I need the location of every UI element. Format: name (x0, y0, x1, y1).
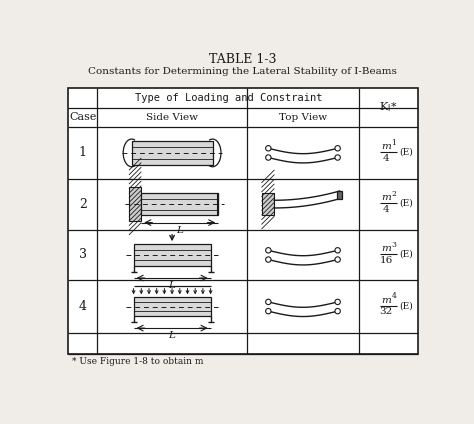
Circle shape (265, 155, 271, 160)
Circle shape (265, 308, 271, 314)
Text: L: L (176, 226, 183, 235)
Circle shape (335, 299, 340, 304)
Circle shape (335, 155, 340, 160)
Text: m: m (381, 296, 391, 305)
Text: L: L (169, 281, 175, 290)
Text: m: m (381, 244, 391, 253)
Text: L: L (169, 331, 175, 340)
Text: 2: 2 (79, 198, 87, 211)
Circle shape (265, 248, 271, 253)
Text: 4: 4 (392, 293, 396, 300)
Bar (141, 193, 219, 215)
Circle shape (265, 257, 271, 262)
Text: 1: 1 (392, 139, 396, 147)
Text: m: m (381, 142, 391, 151)
Bar (134, 297, 210, 316)
Circle shape (335, 308, 340, 314)
Text: Top View: Top View (279, 113, 327, 122)
Text: 2: 2 (392, 190, 396, 198)
Text: m: m (381, 193, 391, 202)
Text: Constants for Determining the Lateral Stability of I-Beams: Constants for Determining the Lateral St… (89, 67, 397, 76)
Text: 32: 32 (380, 307, 393, 316)
Text: * Use Figure 1-8 to obtain m: * Use Figure 1-8 to obtain m (72, 357, 203, 366)
Text: 3: 3 (392, 241, 397, 249)
Bar (134, 244, 210, 266)
Text: 4: 4 (383, 205, 390, 214)
Bar (337, 191, 342, 199)
Bar (262, 193, 274, 215)
Text: Side View: Side View (146, 113, 198, 122)
Bar (129, 187, 141, 221)
Circle shape (335, 257, 340, 262)
Text: (E): (E) (399, 250, 413, 259)
Text: 16: 16 (380, 256, 393, 265)
Circle shape (335, 248, 340, 253)
Text: (E): (E) (399, 148, 413, 156)
Text: 4: 4 (79, 300, 87, 313)
Text: K$_\mathrm{I}$*: K$_\mathrm{I}$* (379, 100, 398, 114)
Text: 1: 1 (79, 146, 87, 159)
Bar (68, 88, 418, 354)
Text: (E): (E) (399, 199, 413, 208)
Text: Type of Loading and Constraint: Type of Loading and Constraint (135, 93, 322, 103)
Circle shape (335, 145, 340, 151)
Circle shape (265, 299, 271, 304)
Text: 3: 3 (79, 248, 87, 262)
Circle shape (265, 145, 271, 151)
Text: 4: 4 (383, 154, 390, 163)
Text: Case: Case (69, 112, 96, 123)
Text: (E): (E) (399, 301, 413, 310)
Bar (132, 141, 212, 165)
Text: TABLE 1-3: TABLE 1-3 (209, 53, 277, 66)
